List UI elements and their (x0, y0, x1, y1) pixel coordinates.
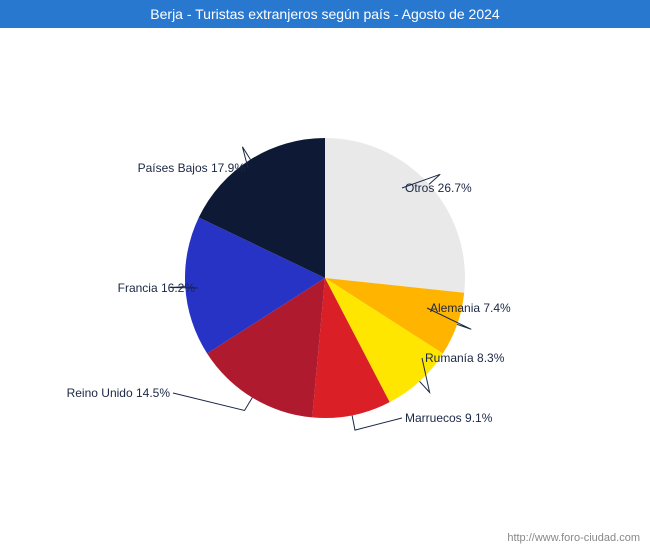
pie-chart: Otros 26.7% Alemania 7.4% Rumanía 8.3% Marr… (0, 28, 650, 518)
slice-label: Reino Unido 14.5% (67, 386, 171, 400)
chart-container: Berja - Turistas extranjeros según país … (0, 0, 650, 550)
chart-area: Otros 26.7% Alemania 7.4% Rumanía 8.3% Marr… (0, 28, 650, 518)
slice-label: Países Bajos 17.9% (138, 161, 246, 175)
slice-label: Rumanía 8.3% (425, 351, 505, 365)
leader-line (173, 393, 252, 410)
pie-slice (325, 138, 465, 293)
slice-label: Marruecos 9.1% (405, 411, 493, 425)
leader-line (352, 415, 402, 430)
slice-label: Alemania 7.4% (430, 301, 511, 315)
chart-title: Berja - Turistas extranjeros según país … (0, 0, 650, 28)
slice-label: Otros 26.7% (405, 181, 472, 195)
slice-label: Francia 16.2% (118, 281, 196, 295)
footer-attribution: http://www.foro-ciudad.com (507, 532, 640, 544)
